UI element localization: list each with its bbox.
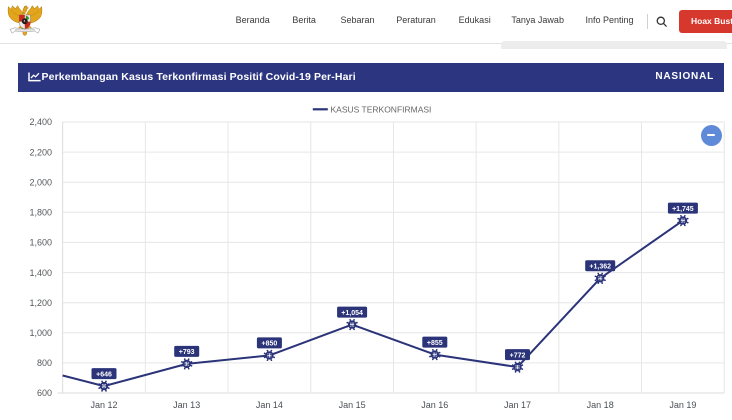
svg-text:1,200: 1,200	[29, 298, 52, 308]
svg-text:600: 600	[37, 388, 52, 398]
svg-text:+1,745: +1,745	[672, 206, 694, 213]
svg-text:Jan 18: Jan 18	[587, 400, 614, 410]
svg-text:800: 800	[37, 358, 52, 368]
svg-text:Jan 15: Jan 15	[339, 400, 366, 410]
svg-text:+646: +646	[96, 371, 112, 378]
svg-text:+850: +850	[262, 341, 278, 348]
svg-text:Jan 16: Jan 16	[421, 400, 448, 410]
svg-text:1,800: 1,800	[29, 208, 52, 218]
svg-text:Jan 17: Jan 17	[504, 400, 531, 410]
svg-text:KASUS TERKONFIRMASI: KASUS TERKONFIRMASI	[331, 105, 432, 115]
svg-text:+855: +855	[427, 340, 443, 347]
svg-text:+1,054: +1,054	[341, 310, 363, 317]
svg-text:Jan 19: Jan 19	[669, 400, 696, 410]
svg-text:+772: +772	[510, 352, 526, 359]
svg-text:Jan 12: Jan 12	[90, 400, 117, 410]
svg-text:1,000: 1,000	[29, 328, 52, 338]
svg-text:+1,362: +1,362	[589, 264, 611, 271]
svg-text:2,400: 2,400	[29, 117, 52, 127]
svg-text:1,400: 1,400	[29, 268, 52, 278]
svg-text:2,200: 2,200	[29, 147, 52, 157]
svg-text:Jan 13: Jan 13	[173, 400, 200, 410]
svg-text:+793: +793	[179, 349, 195, 356]
svg-text:2,000: 2,000	[29, 177, 52, 187]
svg-text:Jan 14: Jan 14	[256, 400, 283, 410]
svg-text:1,600: 1,600	[29, 238, 52, 248]
